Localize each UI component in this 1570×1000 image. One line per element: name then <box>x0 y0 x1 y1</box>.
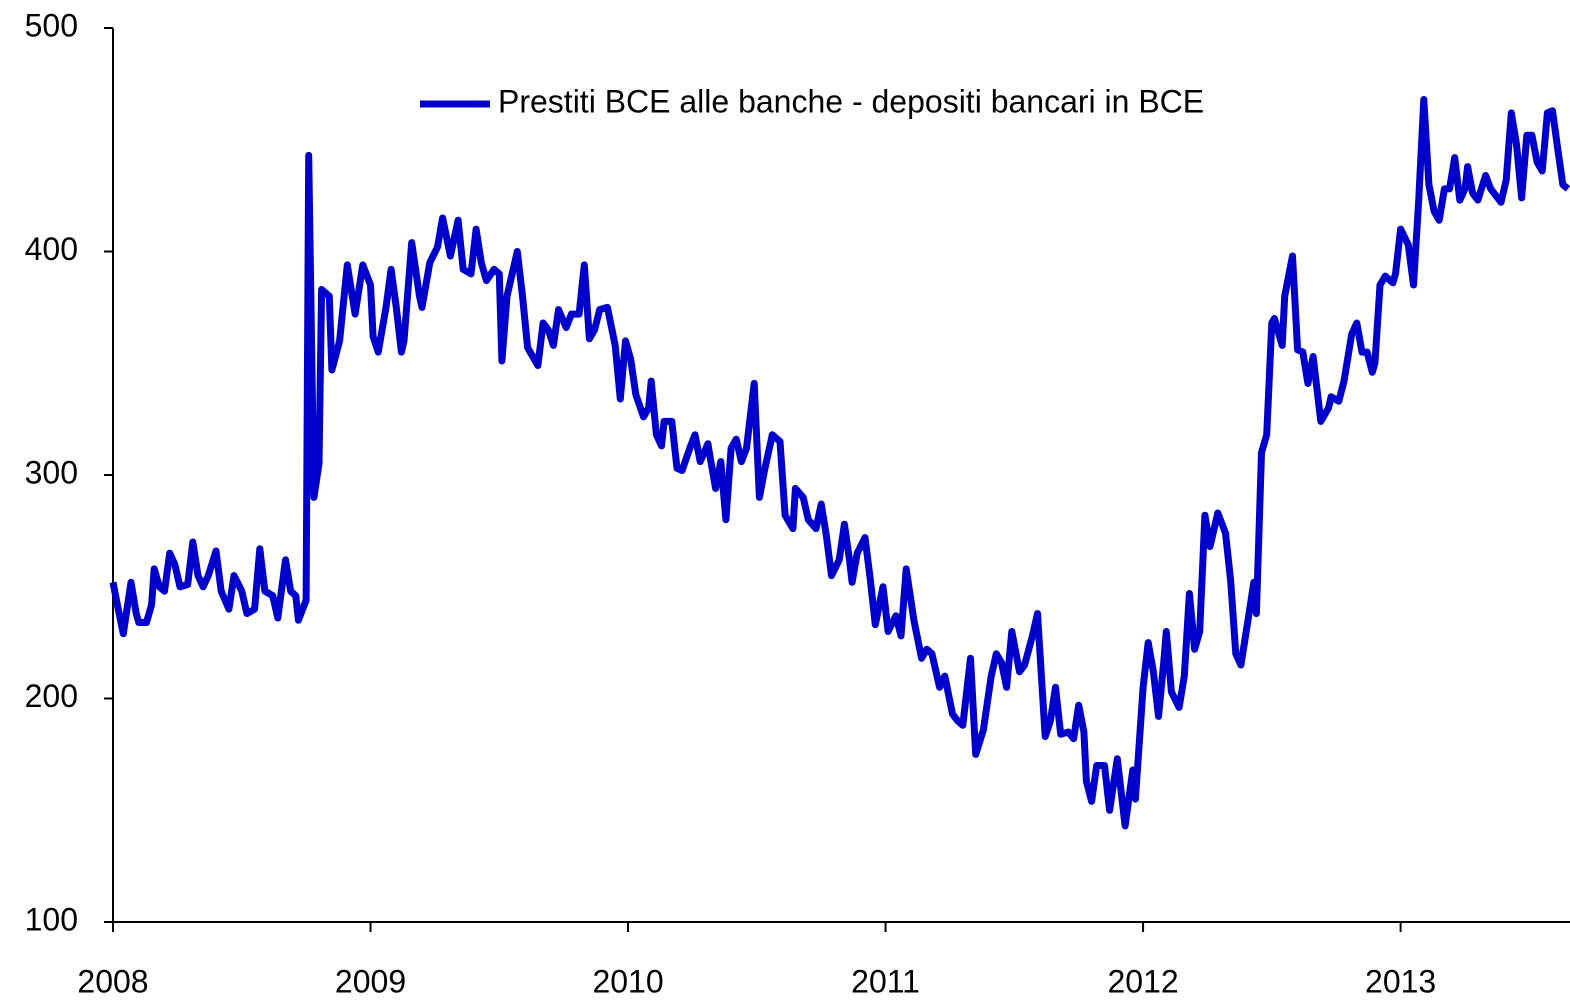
x-tick-label: 2013 <box>1365 963 1436 999</box>
x-tick-label: 2010 <box>592 963 663 999</box>
y-tick-label: 500 <box>25 7 78 43</box>
x-tick-label: 2012 <box>1107 963 1178 999</box>
series-line <box>109 96 1570 830</box>
x-tick-label: 2009 <box>335 963 406 999</box>
legend-label: Prestiti BCE alle banche - depositi banc… <box>498 83 1204 119</box>
x-tick-label: 2011 <box>851 963 920 999</box>
y-tick-label: 100 <box>25 901 78 937</box>
y-tick-label: 400 <box>25 231 78 267</box>
x-tick-label: 2008 <box>77 963 148 999</box>
y-tick-label: 200 <box>25 678 78 714</box>
y-tick-label: 300 <box>25 454 78 490</box>
